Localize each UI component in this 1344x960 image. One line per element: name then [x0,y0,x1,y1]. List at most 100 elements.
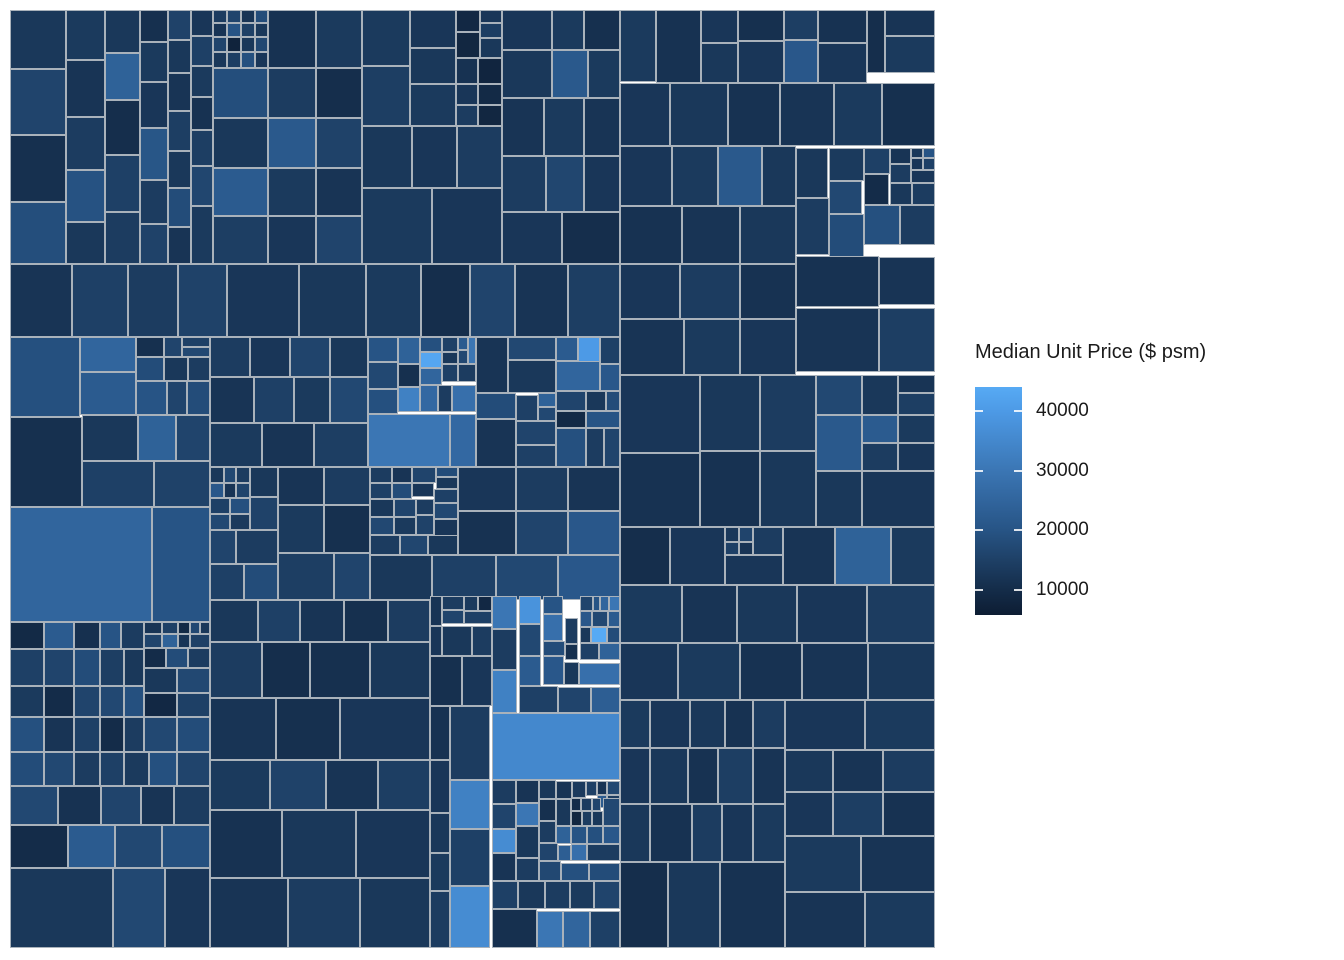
treemap-tile [865,700,935,750]
treemap-tile [480,23,502,38]
treemap-tile [430,853,450,891]
treemap-tile [584,10,620,50]
treemap-tile [586,428,604,467]
treemap-tile [450,706,490,780]
treemap-tile [923,148,935,158]
treemap-tile [516,780,539,803]
treemap-tile [210,483,224,498]
treemap-tile [168,40,191,73]
legend-tick-label: 40000 [1036,399,1089,421]
treemap-tile [599,643,620,660]
treemap-tile [105,10,140,53]
treemap-tile [864,205,900,245]
treemap-tile [738,10,784,41]
treemap-tile [166,648,188,668]
treemap-tile [898,443,935,471]
treemap-tile [168,188,191,227]
treemap-tile [178,634,190,648]
treemap-tile [177,717,210,752]
treemap-tile [442,610,464,624]
treemap-tile [74,649,100,686]
treemap-tile [176,415,210,461]
treemap-tile [362,66,410,126]
treemap-tile [458,467,516,511]
treemap-tile [138,415,176,461]
treemap-tile [753,527,783,555]
treemap-tile [10,649,44,686]
treemap-tile [324,467,370,505]
treemap-tile [552,10,584,50]
treemap-tile [796,308,879,372]
treemap-tile [210,698,276,760]
treemap-tile [213,23,227,37]
treemap-tile [421,264,470,337]
treemap-tile [250,337,290,377]
treemap-plot [10,10,935,948]
treemap-tile [368,389,398,414]
treemap-tile [141,786,174,825]
treemap-tile [620,700,650,748]
treemap-tile [760,375,816,451]
treemap-tile [177,752,210,786]
treemap-tile [478,58,502,84]
treemap-tile [457,126,502,188]
treemap-tile [10,337,80,417]
treemap-tile [492,629,517,670]
treemap-tile [10,825,68,868]
treemap-tile [784,40,818,83]
treemap-tile [432,555,496,600]
treemap-tile [268,68,316,118]
treemap-tile [891,527,935,585]
treemap-tile [430,626,442,656]
treemap-tile [370,517,394,535]
legend-tickmark [975,469,983,472]
legend-tick-label: 30000 [1036,459,1089,481]
treemap-tile [210,337,250,377]
treemap-tile [178,264,227,337]
treemap-tile [753,700,785,748]
treemap-tile [818,10,867,43]
treemap-tile [898,393,935,415]
treemap-tile [278,553,334,600]
treemap-tile [911,148,923,158]
treemap-tile [516,467,568,511]
treemap-tile [692,804,722,862]
treemap-tile [725,542,739,555]
treemap-tile [140,180,168,224]
treemap-tile [590,911,620,948]
treemap-tile [268,168,316,216]
treemap-tile [416,515,434,535]
legend-gradient-bar [975,387,1022,615]
treemap-tile [294,377,330,423]
treemap-tile [784,10,818,40]
treemap-tile [883,750,935,792]
treemap-tile [556,361,600,391]
legend-tickmark [975,529,983,532]
treemap-tile [140,10,168,42]
treemap-tile [370,555,432,600]
treemap-tile [468,337,476,364]
treemap-tile [236,483,250,498]
treemap-tile [911,158,923,170]
treemap-tile [314,423,368,467]
treemap-tile [144,717,177,752]
treemap-tile [552,50,588,98]
treemap-tile [344,600,388,642]
treemap-tile [10,417,82,507]
treemap-tile [785,836,861,892]
treemap-tile [452,385,476,412]
treemap-tile [620,83,670,146]
treemap-tile [740,206,796,264]
treemap-tile [100,649,124,686]
treemap-tile [370,642,430,698]
treemap-tile [144,634,162,648]
treemap-tile [213,10,227,23]
treemap-tile [762,146,796,206]
treemap-tile [600,596,609,611]
treemap-tile [241,37,255,52]
treemap-tile [255,52,268,68]
treemap-tile [539,861,561,881]
treemap-tile [543,641,565,656]
treemap-tile [450,886,490,948]
treemap-tile [684,319,740,375]
